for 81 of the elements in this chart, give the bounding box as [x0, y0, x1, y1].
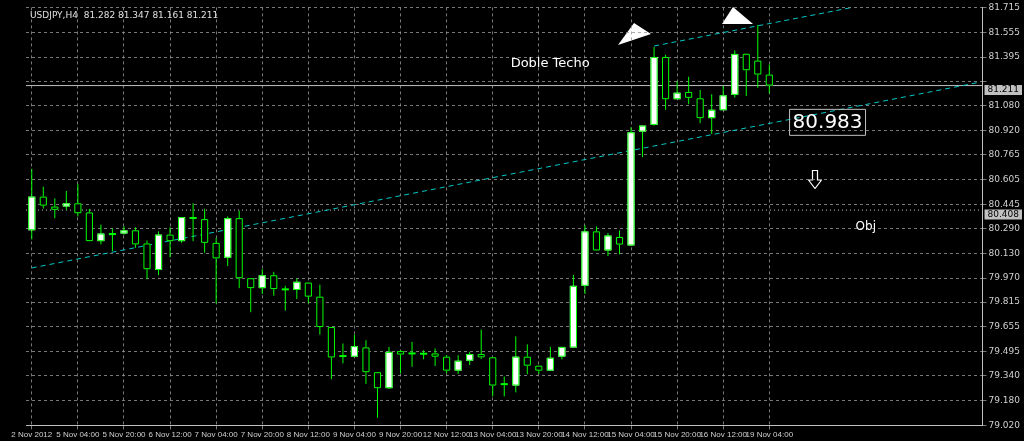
candlestick: [362, 339, 370, 385]
candlestick: [338, 343, 348, 364]
candlestick: [304, 282, 312, 304]
candlestick: [719, 85, 727, 111]
candlestick: [754, 24, 762, 89]
y-tick-label: 81.555: [988, 26, 1021, 37]
candlestick: [280, 285, 290, 312]
x-tick-label: 7 Nov 04:00: [194, 430, 239, 440]
candlestick: [477, 329, 485, 360]
candlestick: [673, 80, 681, 100]
candlestick: [373, 371, 382, 419]
x-tick-label: 5 Nov 04:00: [56, 430, 100, 440]
candlestick: [708, 93, 716, 135]
candlestick: [685, 76, 693, 105]
candlestick: [212, 237, 220, 304]
candlestick: [97, 224, 105, 245]
candlestick: [120, 225, 128, 236]
candlestick: [385, 346, 393, 390]
x-tick-label: 6 Nov 12:00: [148, 430, 193, 440]
annotation: Doble Techo: [510, 55, 590, 71]
annotation: 80.983: [792, 108, 863, 133]
candlestick: [638, 125, 647, 158]
y-tick-label: 80.765: [988, 149, 1021, 160]
candlestick: [581, 224, 589, 295]
candlestick: [443, 354, 451, 374]
y-tick-label: 79.495: [988, 346, 1021, 357]
y-tick-label: 80.605: [988, 173, 1021, 184]
candlestick: [166, 226, 174, 258]
candlestick: [454, 354, 462, 375]
candlestick: [74, 183, 82, 217]
candlestick: [51, 197, 59, 219]
candlestick: [546, 346, 554, 372]
x-tick-label: 9 Nov 20:00: [378, 430, 423, 440]
candlestick: [270, 271, 278, 297]
candlestick: [592, 225, 601, 251]
candlestick: [107, 228, 117, 252]
y-tick-label: 81.395: [988, 51, 1021, 62]
chart-title: USDJPY,H4 81.282 81.347 81.161 81.211: [30, 10, 219, 21]
candlestick: [143, 240, 151, 280]
candlestick: [650, 46, 658, 127]
candlestick: [350, 334, 359, 358]
y-tick-label: 79.020: [988, 419, 1021, 430]
x-tick-label: 2 Nov 2012: [11, 430, 53, 440]
candlestick: [258, 268, 266, 295]
candlestick: [62, 190, 70, 211]
x-tick-label: 7 Nov 20:00: [240, 430, 285, 440]
candlestick: [188, 202, 198, 242]
x-tick-label: 5 Nov 20:00: [102, 430, 147, 440]
y-tick-label: 80.920: [988, 125, 1021, 136]
y-tick-label: 80.290: [988, 222, 1021, 233]
candlestick: [407, 341, 417, 368]
candlestick: [247, 277, 255, 313]
candlestick: [499, 376, 509, 397]
annotation: Obj: [855, 218, 877, 233]
candlestick: [201, 208, 209, 254]
candlestick: [131, 226, 140, 249]
candlestick: [604, 232, 612, 257]
candlestick: [396, 349, 405, 374]
candlestick: [615, 230, 624, 255]
ref-line-label: 81.211: [987, 84, 1020, 95]
y-tick-label: 80.445: [988, 198, 1021, 209]
y-tick-label: 79.970: [988, 272, 1021, 283]
y-tick-label: 79.180: [988, 394, 1021, 405]
x-tick-label: 12 Nov 12:00: [422, 430, 471, 440]
y-tick-label: 81.715: [988, 1, 1021, 12]
candlestick: [39, 186, 47, 210]
ref-line-label: 80.408: [987, 208, 1020, 219]
candlestick: [431, 347, 439, 367]
x-tick-label: 8 Nov 12:00: [286, 430, 331, 440]
candlestick: [293, 278, 301, 300]
y-tick-label: 79.340: [988, 370, 1021, 381]
candlestick: [765, 63, 773, 94]
candlestick: [696, 89, 704, 124]
y-tick-label: 79.655: [988, 321, 1021, 332]
candlestick: [742, 53, 750, 97]
candlestick: [523, 343, 531, 375]
y-tick-label: 79.815: [988, 296, 1021, 307]
candlestick: [627, 126, 635, 247]
y-tick-label: 80.130: [988, 247, 1021, 258]
x-tick-label: 9 Nov 04:00: [332, 430, 377, 440]
y-tick-label: 81.080: [988, 100, 1021, 111]
